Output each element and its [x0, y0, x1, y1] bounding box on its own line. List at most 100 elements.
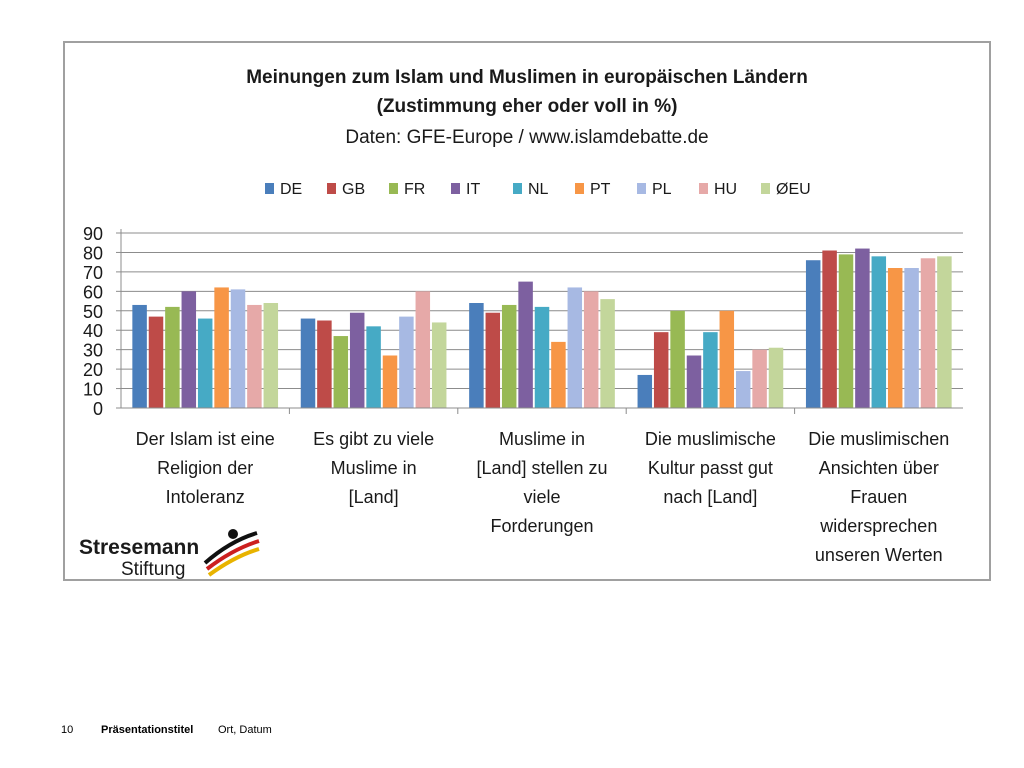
bar [719, 310, 735, 408]
bar [703, 332, 718, 408]
bar [822, 250, 837, 408]
bar [132, 304, 147, 408]
bar [768, 347, 784, 408]
legend-swatch [513, 183, 522, 194]
bars [132, 248, 952, 408]
bar [214, 287, 229, 408]
y-tick-label: 70 [83, 263, 103, 283]
y-tick-label: 30 [83, 341, 103, 361]
bar [230, 289, 246, 408]
bar [920, 258, 936, 408]
legend-swatch [265, 183, 274, 194]
bar [263, 303, 279, 408]
bar [317, 320, 332, 408]
legend: DE GB FR IT NL PT PL HU ØEU [265, 181, 811, 198]
bar [469, 303, 484, 408]
y-tick-label: 90 [83, 224, 103, 244]
bar [838, 254, 854, 408]
x-category-label: Die muslimische Kultur passt gut nach [Lan… [645, 429, 776, 507]
bar [904, 268, 919, 408]
bar [349, 312, 365, 408]
bar [382, 355, 398, 408]
legend-item: IT [451, 181, 480, 198]
chart-subtitle: (Zustimmung eher oder voll in %) [377, 96, 678, 117]
bar [551, 341, 566, 408]
bar [871, 256, 887, 408]
logo-figure-icon [203, 529, 260, 577]
legend-label: ØEU [776, 181, 811, 198]
bar [937, 256, 952, 408]
bar [887, 268, 903, 408]
chart-source: Daten: GFE-Europe / www.islamdebatte.de [345, 127, 708, 148]
chart-title: Meinungen zum Islam und Muslimen in euro… [246, 67, 808, 88]
bar [333, 336, 349, 408]
legend-item: PL [637, 181, 672, 198]
bar [670, 310, 685, 408]
page-number: 10 [61, 724, 74, 736]
bar [165, 306, 180, 408]
stresemann-stiftung-logo: Stresemann Stiftung [79, 529, 260, 579]
legend-label: GB [342, 181, 365, 198]
legend-swatch [451, 183, 460, 194]
legend-swatch [637, 183, 646, 194]
bar [181, 291, 197, 408]
bar [518, 281, 533, 408]
bar [399, 316, 414, 408]
bar [534, 306, 550, 408]
chart: Meinungen zum Islam und Muslimen in euro… [79, 67, 963, 579]
legend-item: HU [699, 181, 737, 198]
bar [567, 287, 583, 408]
bar [637, 374, 653, 408]
legend-item: ØEU [761, 181, 811, 198]
bar [415, 291, 431, 408]
bar [653, 332, 669, 408]
x-category-label: Der Islam ist eine Religion der Intoleranz [136, 429, 275, 507]
legend-label: HU [714, 181, 737, 198]
legend-item: DE [265, 181, 302, 198]
bar [805, 260, 821, 408]
y-tick-label: 40 [83, 321, 103, 341]
y-tick-label: 20 [83, 360, 103, 380]
legend-swatch [327, 183, 336, 194]
legend-label: PL [652, 181, 672, 198]
y-tick-label: 60 [83, 282, 103, 302]
category-labels: Der Islam ist eine Religion der Intoleranz… [136, 429, 950, 565]
bar [686, 355, 702, 408]
bar [600, 299, 615, 408]
y-tick-label: 10 [83, 380, 103, 400]
legend-label: NL [528, 181, 549, 198]
legend-item: PT [575, 181, 611, 198]
chart-frame: Meinungen zum Islam und Muslimen in euro… [63, 41, 991, 581]
legend-item: GB [327, 181, 365, 198]
legend-swatch [699, 183, 708, 194]
legend-item: NL [513, 181, 549, 198]
bar [148, 316, 164, 408]
x-category-label: Es gibt zu viele Muslime in [Land] [313, 429, 434, 507]
legend-label: PT [590, 181, 611, 198]
axes [116, 229, 963, 414]
bar [197, 318, 213, 408]
y-tick-label: 0 [93, 399, 103, 419]
legend-swatch [575, 183, 584, 194]
logo-text-line1: Stresemann [79, 536, 199, 559]
x-category-label: Die muslimischen Ansichten über Frauen wide… [808, 429, 949, 565]
legend-label: IT [466, 181, 480, 198]
x-category-label: Muslime in [Land] stellen zu viele Forderun… [476, 429, 607, 536]
bar [752, 349, 767, 408]
bar [855, 248, 870, 408]
bar [366, 326, 381, 408]
legend-item: FR [389, 181, 425, 198]
logo-text-line2: Stiftung [121, 559, 185, 579]
bar [735, 371, 751, 408]
legend-swatch [389, 183, 398, 194]
legend-label: FR [404, 181, 425, 198]
bar [431, 322, 447, 408]
y-tick-label: 80 [83, 243, 103, 263]
bar [247, 304, 262, 408]
legend-label: DE [280, 181, 302, 198]
place-date: Ort, Datum [218, 724, 272, 736]
y-tick-label: 50 [83, 302, 103, 322]
bar [300, 318, 316, 408]
legend-swatch [761, 183, 770, 194]
bar [501, 304, 517, 408]
